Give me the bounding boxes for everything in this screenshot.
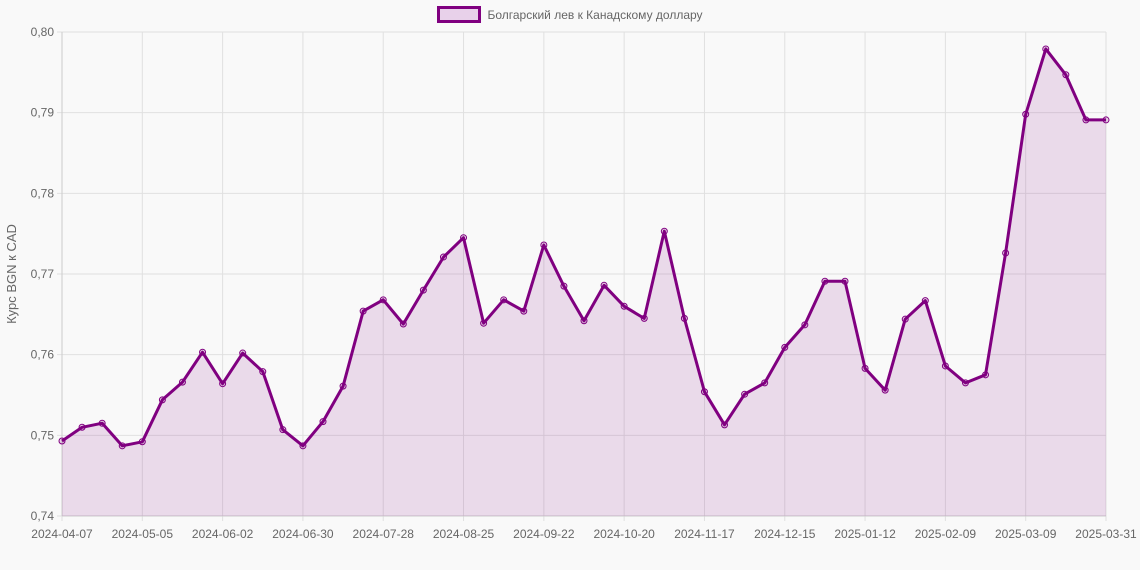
data-point[interactable]: [239, 349, 247, 357]
data-point[interactable]: [259, 368, 267, 376]
data-point[interactable]: [721, 421, 729, 429]
x-tick-label: 2024-06-02: [192, 527, 254, 541]
series-line: [61, 47, 1106, 448]
data-point[interactable]: [540, 241, 548, 249]
data-point[interactable]: [1062, 71, 1070, 79]
data-point[interactable]: [339, 382, 347, 390]
data-point[interactable]: [500, 296, 508, 304]
data-point[interactable]: [480, 319, 488, 327]
legend[interactable]: Болгарский лев к Канадскому доллару: [0, 6, 1140, 23]
data-point[interactable]: [741, 390, 749, 398]
data-point[interactable]: [841, 277, 849, 285]
data-point[interactable]: [379, 296, 387, 304]
x-tick-label: 2024-10-20: [593, 527, 655, 541]
data-point[interactable]: [199, 348, 207, 356]
data-point[interactable]: [700, 388, 708, 396]
y-tick-label: 0,79: [31, 106, 55, 120]
data-point[interactable]: [299, 442, 307, 450]
y-tick-label: 0,80: [31, 25, 55, 39]
data-point[interactable]: [580, 317, 588, 325]
data-point[interactable]: [821, 277, 829, 285]
data-point[interactable]: [982, 371, 990, 379]
x-tick-label: 2024-09-22: [513, 527, 575, 541]
data-point[interactable]: [941, 362, 949, 370]
data-point[interactable]: [861, 364, 869, 372]
data-point[interactable]: [138, 438, 146, 446]
data-point[interactable]: [1002, 249, 1010, 257]
data-point[interactable]: [98, 419, 106, 427]
y-tick-label: 0,74: [31, 509, 55, 523]
data-point[interactable]: [460, 234, 468, 242]
x-tick-label: 2024-06-30: [272, 527, 334, 541]
legend-swatch[interactable]: [437, 6, 482, 23]
data-point[interactable]: [1042, 45, 1050, 53]
data-point[interactable]: [881, 386, 889, 394]
data-point[interactable]: [801, 321, 809, 329]
y-tick-label: 0,76: [31, 348, 55, 362]
x-tick-label: 2024-05-05: [112, 527, 174, 541]
y-tick-label: 0,78: [31, 186, 55, 200]
grid-lines: [57, 31, 1107, 521]
data-point[interactable]: [399, 320, 407, 328]
data-point[interactable]: [761, 379, 769, 387]
x-tick-label: 2024-04-07: [31, 527, 93, 541]
x-tick-label: 2025-03-09: [995, 527, 1057, 541]
data-point[interactable]: [1022, 110, 1030, 118]
data-point[interactable]: [560, 282, 568, 290]
y-axis-label: Курс BGN к CAD: [4, 224, 19, 324]
x-tick-label: 2025-01-12: [834, 527, 896, 541]
x-axis-ticks: 2024-04-07 2024-05-05 2024-06-02 2024-06-30…: [31, 527, 1137, 541]
y-axis-ticks: 0,74 0,75 0,76 0,77 0,78 0,79 0,80: [31, 25, 55, 523]
data-point[interactable]: [359, 307, 367, 315]
x-tick-label: 2024-12-15: [754, 527, 816, 541]
data-point[interactable]: [520, 307, 528, 315]
legend-label[interactable]: Болгарский лев к Канадскому доллару: [487, 7, 703, 22]
data-point[interactable]: [439, 253, 447, 261]
data-point[interactable]: [219, 380, 227, 388]
x-tick-label: 2024-07-28: [353, 527, 415, 541]
data-point[interactable]: [660, 227, 668, 235]
x-tick-label: 2024-08-25: [433, 527, 495, 541]
data-point[interactable]: [279, 426, 287, 434]
x-tick-label: 2024-11-17: [674, 527, 735, 541]
data-point[interactable]: [901, 315, 909, 323]
data-point[interactable]: [319, 418, 327, 426]
data-point[interactable]: [178, 378, 186, 386]
data-points: [58, 45, 1110, 450]
data-point[interactable]: [58, 437, 66, 445]
data-point[interactable]: [1102, 116, 1110, 124]
data-point[interactable]: [600, 281, 608, 289]
y-tick-label: 0,77: [31, 267, 55, 281]
data-point[interactable]: [781, 343, 789, 351]
data-point[interactable]: [961, 379, 969, 387]
data-point[interactable]: [419, 286, 427, 294]
data-point[interactable]: [158, 396, 166, 404]
data-point[interactable]: [118, 442, 126, 450]
data-point[interactable]: [680, 314, 688, 322]
x-tick-label: 2025-03-31: [1075, 527, 1137, 541]
area-fill: [62, 48, 1106, 517]
y-tick-label: 0,75: [31, 428, 55, 442]
data-point[interactable]: [640, 314, 648, 322]
data-point[interactable]: [1082, 116, 1090, 124]
data-point[interactable]: [78, 423, 86, 431]
data-point[interactable]: [921, 297, 929, 305]
x-tick-label: 2025-02-09: [915, 527, 977, 541]
data-point[interactable]: [620, 302, 628, 310]
